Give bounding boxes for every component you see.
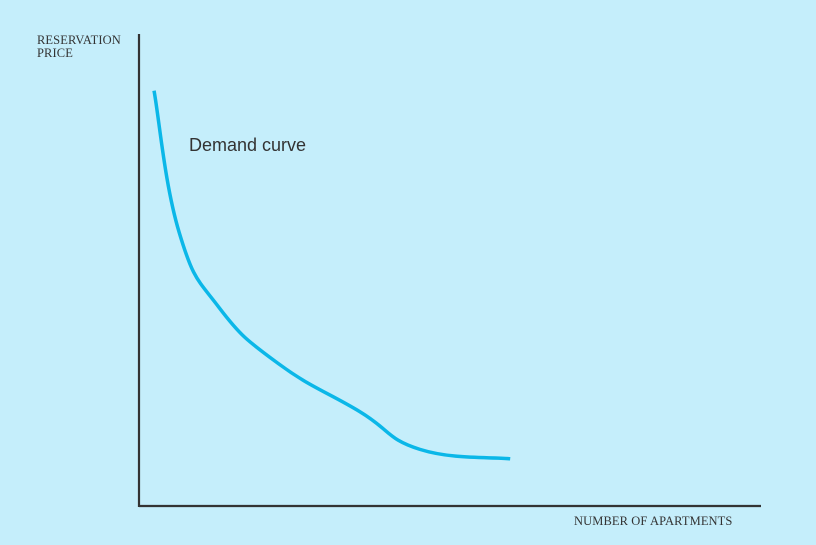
demand-curve-label: Demand curve — [189, 135, 307, 155]
y-axis-label-line-2: PRICE — [37, 46, 73, 60]
demand-curve-line — [152, 90, 511, 461]
y-axis-label-line-1: RESERVATION — [37, 33, 121, 47]
axes — [137, 34, 761, 508]
x-axis-label: NUMBER OF APARTMENTS — [574, 514, 733, 528]
